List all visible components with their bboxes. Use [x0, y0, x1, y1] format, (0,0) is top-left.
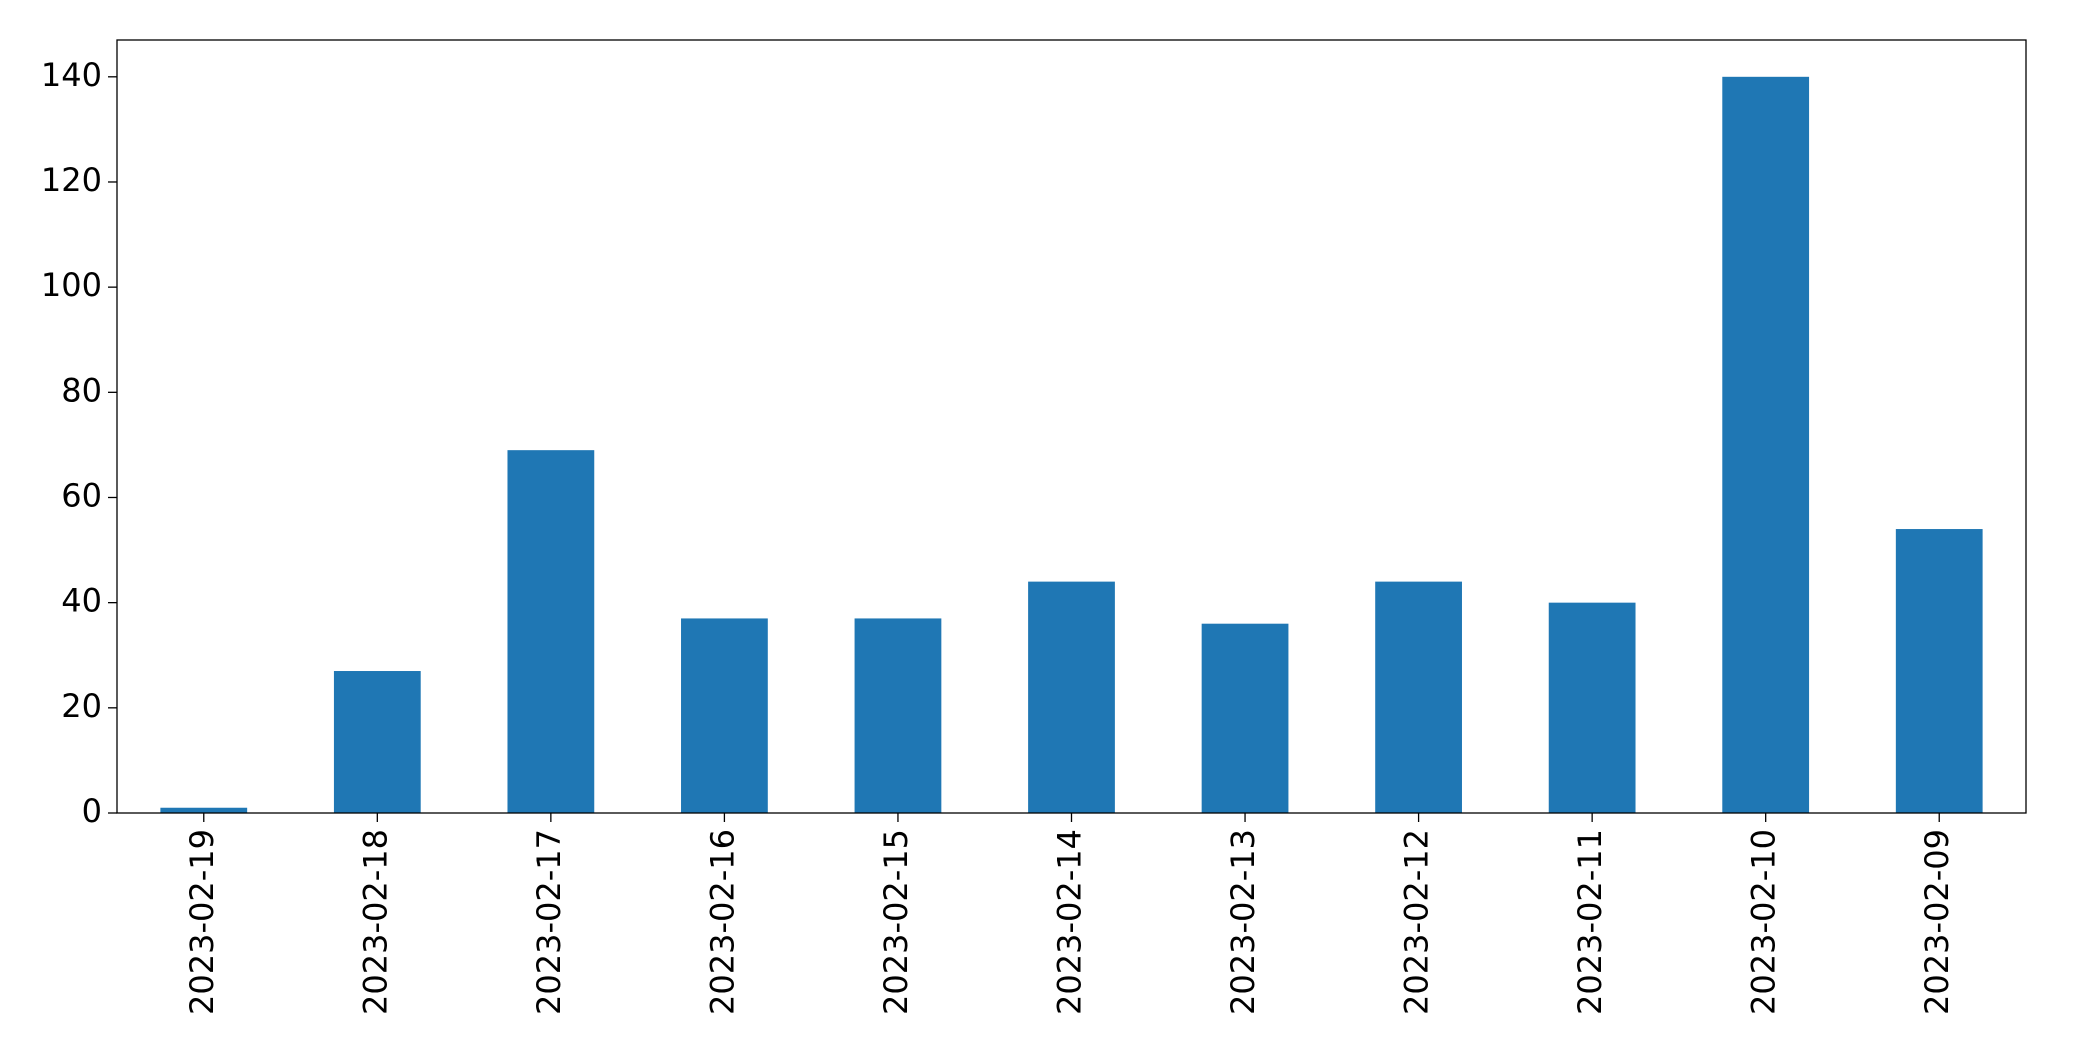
y-tick-label: 100	[41, 266, 102, 304]
bar	[507, 450, 595, 813]
bar	[1548, 602, 1636, 813]
bar	[854, 618, 942, 813]
x-tick-label: 2023-02-11	[1571, 829, 1609, 1015]
bar	[1895, 529, 1983, 813]
y-tick-label: 0	[82, 792, 102, 830]
x-tick-label: 2023-02-18	[356, 829, 394, 1015]
y-tick-label: 120	[41, 161, 102, 199]
bar	[1201, 623, 1289, 813]
x-tick-label: 2023-02-15	[877, 829, 915, 1015]
bar	[1375, 581, 1462, 813]
y-tick-label: 140	[41, 56, 102, 94]
y-tick-label: 20	[61, 687, 102, 725]
x-tick-label: 2023-02-09	[1918, 829, 1956, 1015]
bar	[1722, 76, 1810, 814]
y-tick-label: 40	[61, 582, 102, 620]
x-tick-label: 2023-02-13	[1224, 829, 1262, 1015]
bar	[681, 618, 768, 813]
plot-frame	[116, 39, 2027, 814]
x-tick-label: 2023-02-19	[183, 829, 221, 1015]
y-tick-label: 60	[61, 476, 102, 514]
x-tick-label: 2023-02-10	[1745, 829, 1783, 1015]
bar	[1028, 581, 1115, 813]
bar	[160, 807, 248, 813]
x-tick-label: 2023-02-14	[1051, 829, 1089, 1015]
x-tick-label: 2023-02-16	[703, 829, 741, 1015]
bar	[333, 671, 421, 813]
x-tick-label: 2023-02-12	[1398, 829, 1436, 1015]
x-tick-label: 2023-02-17	[530, 829, 568, 1015]
y-tick-label: 80	[61, 371, 102, 409]
